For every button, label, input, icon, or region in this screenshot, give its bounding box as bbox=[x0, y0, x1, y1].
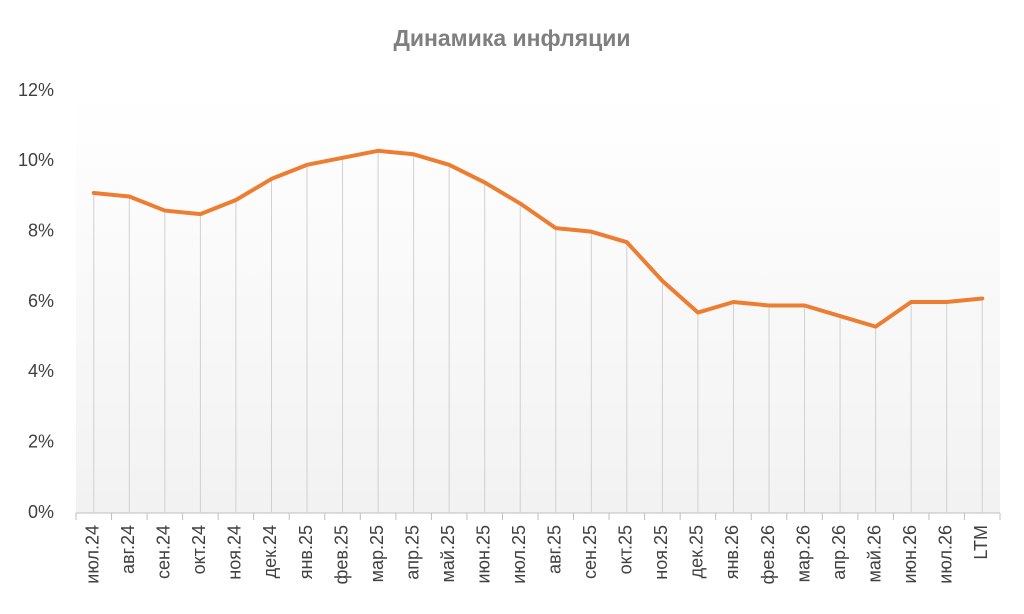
y-tick-label: 8% bbox=[28, 220, 54, 240]
x-tick-label: апр.25 bbox=[402, 525, 422, 580]
x-tick-label: сен.24 bbox=[154, 525, 174, 579]
x-tick-label: янв.25 bbox=[296, 525, 316, 579]
x-tick-label: май.25 bbox=[438, 525, 458, 582]
y-tick-label: 12% bbox=[18, 80, 54, 100]
x-tick-label: июн.26 bbox=[900, 525, 920, 584]
x-tick-label: авг.24 bbox=[118, 525, 138, 574]
y-tick-label: 10% bbox=[18, 150, 54, 170]
x-tick-label: апр.26 bbox=[829, 525, 849, 580]
x-tick-label: мар.26 bbox=[793, 525, 813, 582]
x-tick-label: дек.25 bbox=[687, 525, 707, 578]
x-tick-label: окт.24 bbox=[189, 525, 209, 574]
x-tick-label: май.26 bbox=[864, 525, 884, 582]
data-line bbox=[91, 148, 985, 329]
x-tick-label: окт.25 bbox=[616, 525, 636, 574]
x-tick-label: июл.24 bbox=[83, 525, 103, 584]
x-tick-label: авг.25 bbox=[545, 525, 565, 574]
y-tick-label: 4% bbox=[28, 361, 54, 381]
y-tick-label: 2% bbox=[28, 431, 54, 451]
x-tick-label: LTM bbox=[971, 525, 991, 560]
x-tick-label: дек.24 bbox=[260, 525, 280, 578]
x-tick-label: июл.25 bbox=[509, 525, 529, 584]
y-tick-label: 6% bbox=[28, 291, 54, 311]
x-tick-label: ноя.24 bbox=[225, 525, 245, 580]
chart-title: Динамика инфляции bbox=[393, 25, 630, 51]
x-tick-label: сен.25 bbox=[580, 525, 600, 579]
x-tick-label: янв.26 bbox=[722, 525, 742, 579]
x-tick-label: фев.26 bbox=[758, 525, 778, 584]
plot-area bbox=[76, 91, 1000, 513]
x-tick-label: мар.25 bbox=[367, 525, 387, 582]
y-tick-label: 0% bbox=[28, 502, 54, 522]
x-tick-label: фев.25 bbox=[331, 525, 351, 584]
x-tick-label: июл.26 bbox=[935, 525, 955, 584]
x-tick-label: июн.25 bbox=[473, 525, 493, 584]
x-tick-label: ноя.25 bbox=[651, 525, 671, 580]
